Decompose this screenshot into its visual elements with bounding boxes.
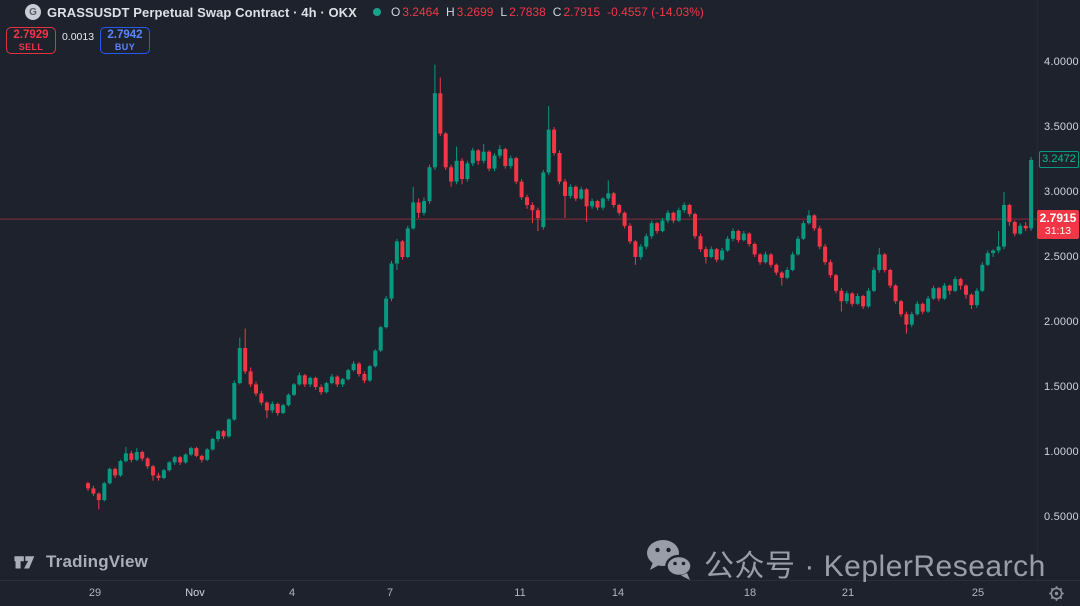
high-value: 3.2699 bbox=[456, 5, 494, 19]
trade-panel: 2.7929 SELL 0.0013 2.7942 BUY bbox=[6, 27, 150, 54]
tradingview-logo-icon bbox=[13, 551, 39, 573]
high-label: H bbox=[446, 5, 455, 19]
time-axis-label: 14 bbox=[611, 587, 625, 599]
time-axis-label: 18 bbox=[743, 587, 757, 599]
time-axis-label: Nov bbox=[185, 587, 205, 599]
price-axis-label: 2.0000 bbox=[1044, 316, 1079, 328]
low-label: L bbox=[500, 5, 508, 19]
price-axis-label: 2.5000 bbox=[1044, 251, 1079, 263]
tradingview-attribution-text: TradingView bbox=[46, 552, 149, 571]
price-axis-label: 0.5000 bbox=[1044, 511, 1079, 523]
price-axis-label: 3.5000 bbox=[1044, 121, 1079, 133]
price-axis-label: 3.0000 bbox=[1044, 186, 1079, 198]
time-axis[interactable]: 29 Nov 4 7 11 14 18 21 25 bbox=[0, 580, 1080, 606]
price-axis-label: 1.0000 bbox=[1044, 446, 1079, 458]
time-axis-label: 29 bbox=[88, 587, 102, 599]
buy-button-label: BUY bbox=[114, 42, 136, 52]
sell-button-label: SELL bbox=[18, 42, 44, 52]
tradingview-attribution[interactable]: TradingView bbox=[13, 551, 148, 573]
open-label: O bbox=[390, 5, 401, 19]
buy-button[interactable]: 2.7942 BUY bbox=[100, 27, 150, 54]
current-price-value: 2.7915 bbox=[1039, 211, 1077, 226]
axis-settings-gear-icon[interactable] bbox=[1048, 585, 1065, 602]
open-value: 3.2464 bbox=[402, 5, 439, 19]
symbol-title[interactable]: GRASSUSDT Perpetual Swap Contract · 4h ·… bbox=[47, 4, 357, 20]
time-axis-label: 4 bbox=[288, 587, 296, 599]
time-axis-label: 7 bbox=[386, 587, 394, 599]
low-value: 2.7838 bbox=[509, 5, 546, 19]
ohlc-readout: O 3.2464 H 3.2699 L 2.7838 C 2.7915 -0.4… bbox=[391, 5, 704, 19]
symbol-logo-icon: G bbox=[25, 4, 41, 20]
close-label: C bbox=[552, 5, 562, 19]
chart-header: G GRASSUSDT Perpetual Swap Contract · 4h… bbox=[25, 3, 704, 21]
bar-countdown: 31:13 bbox=[1044, 225, 1072, 238]
sell-button[interactable]: 2.7929 SELL bbox=[6, 27, 56, 54]
change-value: -0.4557 (-14.03%) bbox=[607, 5, 704, 19]
spread-value: 0.0013 bbox=[61, 31, 95, 43]
close-value: 2.7915 bbox=[563, 5, 601, 19]
watermark-text: 公众号 · KeplerResearch bbox=[704, 549, 1046, 583]
watermark: 公众号 · KeplerResearch bbox=[645, 538, 1046, 587]
time-axis-label: 11 bbox=[514, 587, 526, 599]
buy-price: 2.7942 bbox=[107, 29, 143, 41]
time-axis-label: 25 bbox=[971, 587, 985, 599]
sell-price: 2.7929 bbox=[13, 29, 49, 41]
price-axis-label: 4.0000 bbox=[1044, 56, 1079, 68]
wechat-icon bbox=[645, 538, 693, 587]
last-price-label-green: 3.2472 bbox=[1039, 150, 1079, 168]
price-axis[interactable]: 4.0000 3.5000 3.0000 2.5000 2.0000 1.5000 1.00… bbox=[1037, 0, 1080, 580]
market-status-dot-icon bbox=[372, 8, 381, 16]
current-price-label: 2.7915 31:13 bbox=[1037, 210, 1079, 240]
time-axis-label: 21 bbox=[841, 587, 855, 599]
price-axis-label: 1.5000 bbox=[1044, 381, 1079, 393]
